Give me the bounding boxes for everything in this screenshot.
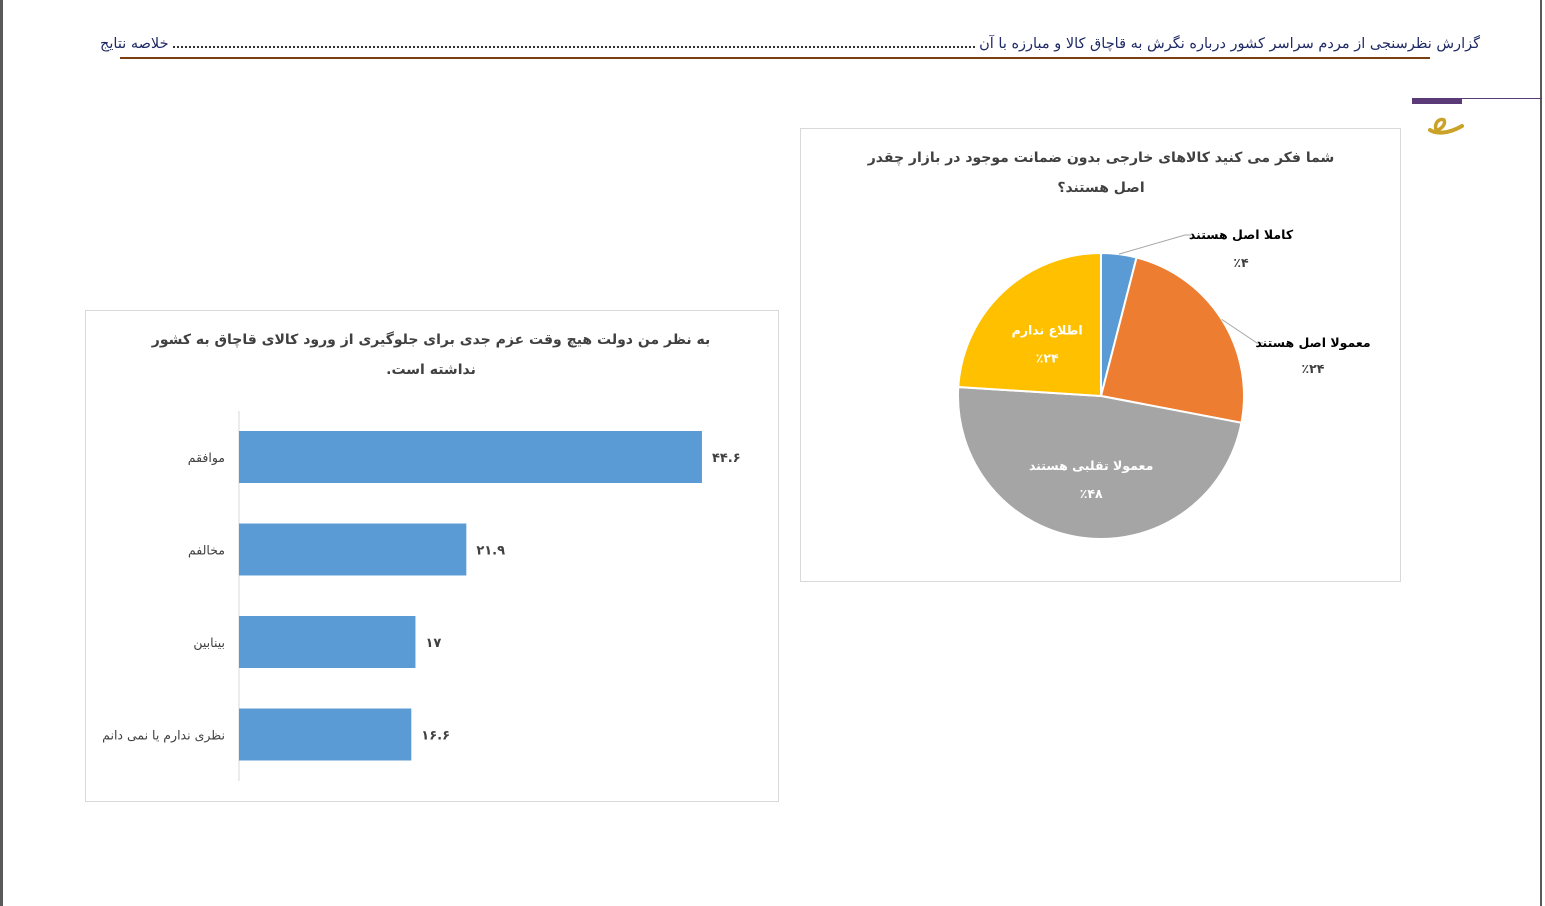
page-right-edge (1540, 0, 1542, 906)
bar-category-label: موافقم (188, 450, 225, 466)
page-number (1426, 112, 1466, 140)
pie-value-label: ٪۲۴ (1036, 351, 1059, 366)
pie-value-label: ٪۴ (1233, 255, 1249, 270)
pie-leader-line (1118, 234, 1191, 255)
pie-leader-line (1221, 318, 1263, 344)
bar (239, 708, 412, 761)
pie-chart-title: شما فکر می کنید کالاهای خارجی بدون ضمانت… (867, 150, 1335, 196)
bar (239, 616, 416, 668)
pie-value-label: ٪۴۸ (1080, 486, 1103, 501)
bar-chart: موافقم ۴۴.۶ مخالفم ۲۱.۹ بینابین ۱۷ نظری ندارم … (102, 411, 741, 781)
pie-slice-label: معمولا اصل هستند (1255, 335, 1370, 350)
page-decoration-bar (1412, 98, 1462, 104)
pie-slice-label: معمولا تقلبی هستند (1029, 458, 1153, 473)
bar (239, 431, 702, 483)
pie-slice-label: اطلاع ندارم (1012, 323, 1083, 339)
pie-chart-panel: شما فکر می کنید کالاهای خارجی بدون ضمانت… (800, 128, 1401, 582)
pie-chart: کاملا اصل هستند ٪۴ معمولا اصل هستند ٪۲۴ معمو… (957, 227, 1371, 540)
header-rule (120, 57, 1430, 59)
page-decoration-line (1462, 98, 1542, 99)
page-number-glyph (1428, 117, 1464, 135)
header-leader-dots (172, 46, 976, 48)
bar-chart-panel: به نظر من دولت هیچ وقت عزم جدی برای جلوگ… (85, 310, 779, 802)
report-title: گزارش نظرسنجی از مردم سراسر کشور درباره … (979, 36, 1480, 52)
section-title: خلاصه نتایج (100, 36, 169, 52)
page-left-edge (0, 0, 3, 906)
pie-slice (957, 251, 1102, 398)
bar-value-label: ۴۴.۶ (712, 451, 741, 466)
bar-value-label: ۲۱.۹ (476, 544, 505, 559)
bar (239, 523, 467, 576)
bar-category-label: نظری ندارم یا نمی دانم (102, 728, 225, 744)
bar-category-label: مخالفم (188, 543, 225, 559)
bar-chart-title: به نظر من دولت هیچ وقت عزم جدی برای جلوگ… (151, 332, 711, 378)
bar-category-label: بینابین (193, 635, 225, 651)
bar-value-label: ۱۷ (425, 636, 441, 651)
bar-value-label: ۱۶.۶ (421, 729, 450, 744)
pie-slice-label: کاملا اصل هستند (1189, 227, 1294, 242)
pie-value-label: ٪۲۴ (1302, 361, 1325, 376)
page-header: گزارش نظرسنجی از مردم سراسر کشور درباره … (100, 24, 1480, 52)
pie-slice (957, 385, 1243, 540)
